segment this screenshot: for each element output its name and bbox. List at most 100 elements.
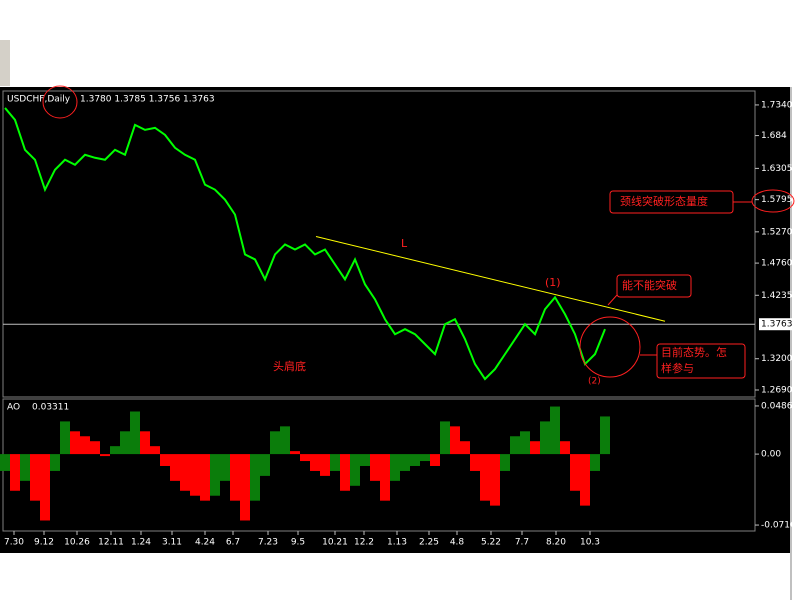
trend-line <box>315 236 666 322</box>
ao-bar <box>350 454 360 486</box>
ao-bar <box>410 454 420 466</box>
chart-window <box>0 87 790 553</box>
ao-bar <box>530 441 540 455</box>
annotation: (2) <box>588 377 601 387</box>
ao-bar <box>280 426 290 455</box>
ao-bar <box>70 431 80 455</box>
ao-bar <box>150 446 160 455</box>
ao-bar <box>480 454 490 501</box>
y-tick-label: 1.2690 <box>761 385 793 395</box>
ao-bar <box>360 454 370 466</box>
y-tick-label: 1.684 <box>761 131 787 141</box>
ao-bar <box>240 454 250 521</box>
ao-bar <box>540 421 550 455</box>
price-pane <box>2 90 756 398</box>
callout-box <box>616 274 692 298</box>
ao-bar <box>600 416 610 455</box>
x-tick-label: 3.11 <box>162 538 182 548</box>
price-line <box>4 107 606 381</box>
ao-bar <box>260 454 270 476</box>
y-tick-label: 0.00 <box>761 450 781 460</box>
ao-bar <box>520 431 530 455</box>
current-price-box <box>759 318 794 331</box>
ao-bar <box>130 411 140 455</box>
ao-bar <box>60 421 70 455</box>
x-tick-label: 7.7 <box>515 538 529 548</box>
ao-bar <box>310 454 320 471</box>
ao-bar <box>430 454 440 466</box>
y-tick-label: 1.7340 <box>761 100 793 110</box>
highlight-circle <box>42 85 78 119</box>
ao-bar <box>30 454 40 501</box>
ao-bar <box>570 454 580 491</box>
x-tick-label: 2.25 <box>419 538 439 548</box>
x-tick-label: 12.11 <box>98 538 124 548</box>
x-tick-label: 12.2 <box>354 538 374 548</box>
ao-bar <box>190 454 200 496</box>
y-tick-label: 1.6305 <box>761 164 793 174</box>
ao-bar <box>10 454 20 491</box>
ao-bar <box>210 454 220 496</box>
ao-bar <box>50 454 60 471</box>
ao-bar <box>470 454 480 471</box>
ao-bar <box>390 454 400 481</box>
x-tick-label: 8.20 <box>546 538 566 548</box>
ao-value: 0.03311 <box>32 403 69 413</box>
ao-bar <box>380 454 390 501</box>
x-tick-label: 9.12 <box>34 538 54 548</box>
ao-bar <box>220 454 230 481</box>
x-tick-label: 10.21 <box>322 538 348 548</box>
ao-bar <box>180 454 190 491</box>
highlight-circle <box>579 316 641 378</box>
ao-bar <box>110 446 120 455</box>
x-tick-label: 5.22 <box>481 538 501 548</box>
callout: 样参与 <box>661 361 694 375</box>
ao-bar <box>330 454 340 471</box>
x-tick-label: 7.23 <box>258 538 278 548</box>
ao-bar <box>500 454 510 471</box>
x-tick-label: 10.26 <box>64 538 90 548</box>
ao-bar <box>90 441 100 455</box>
ao-bar <box>120 431 130 455</box>
ao-bar <box>140 431 150 455</box>
ao-bar <box>170 454 180 481</box>
y-tick-label: 1.5795 <box>761 195 793 205</box>
x-tick-label: 10.3 <box>580 538 600 548</box>
current-price-label: 1.3763 <box>761 320 793 330</box>
ao-bar <box>20 454 30 481</box>
callout: 能不能突破 <box>622 278 677 292</box>
callout-box <box>656 343 746 379</box>
callout: 目前态势。怎 <box>661 345 727 359</box>
y-tick-label: 0.0486 <box>761 401 793 411</box>
ao-bar <box>80 436 90 455</box>
ao-bar <box>400 454 410 471</box>
ohlc: 1.3780 1.3785 1.3756 1.3763 <box>80 95 215 105</box>
ao-bar <box>460 441 470 455</box>
trend-label: L <box>401 237 408 250</box>
callout: 颈线突破形态量度 <box>620 194 708 208</box>
ao-bar <box>340 454 350 491</box>
x-tick-label: 7.30 <box>4 538 24 548</box>
ao-bar <box>250 454 260 501</box>
y-tick-label: -0.0716 <box>761 521 796 531</box>
callout-arrow <box>607 294 618 306</box>
x-tick-label: 6.7 <box>226 538 240 548</box>
ao-title: AO <box>7 403 20 413</box>
ao-bar <box>450 426 460 455</box>
marks: 1.7340 1.684 1.6305 1.5795 1.5270 1.4760 1.423… <box>0 100 796 548</box>
ao-bar <box>420 454 430 462</box>
x-tick-label: 4.8 <box>450 538 465 548</box>
ao-bar <box>230 454 240 501</box>
ao-bar <box>560 441 570 455</box>
x-tick-label: 1.13 <box>387 538 407 548</box>
ao-bar <box>550 406 560 455</box>
ao-bar <box>160 454 170 466</box>
ao-bar <box>580 454 590 506</box>
ao-bar <box>270 431 280 455</box>
ao-bar <box>40 454 50 521</box>
y-tick-label: 1.3200 <box>761 354 793 364</box>
x-tick-label: 4.24 <box>195 538 215 548</box>
annotation: 头肩底 <box>273 359 306 373</box>
